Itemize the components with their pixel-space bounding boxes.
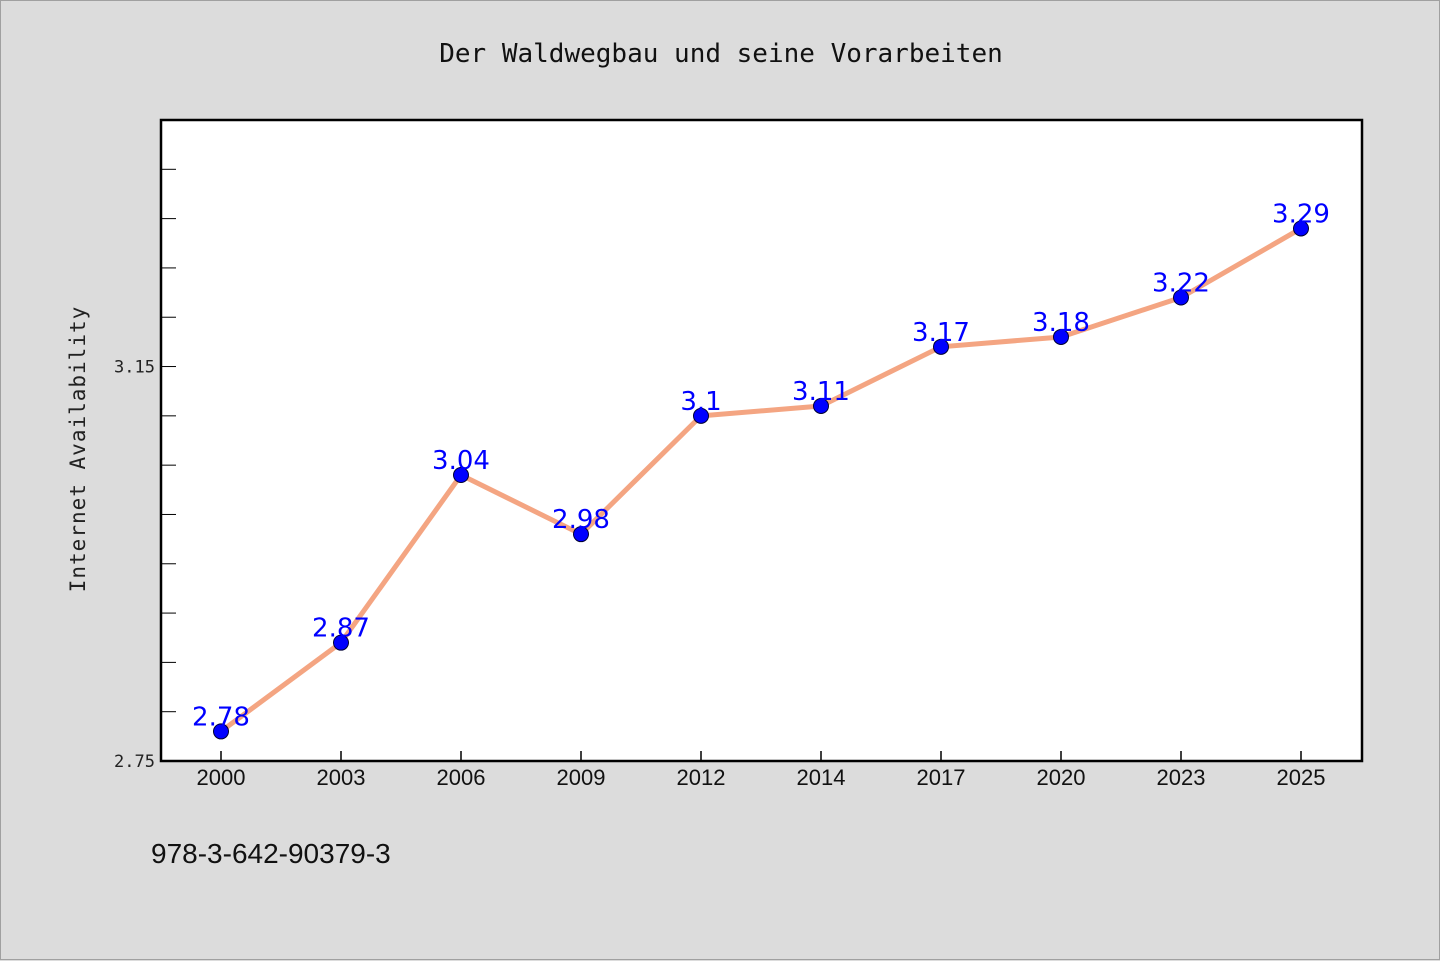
x-tick-label: 2012: [677, 765, 726, 790]
data-label: 3.11: [792, 377, 850, 407]
x-tick-label: 2023: [1157, 765, 1206, 790]
data-point: [933, 338, 949, 355]
series-group: 2.78 2.87 3.04 2.98 3.1 3.11 3.17 3.18 3.22 3.29: [192, 199, 1330, 740]
data-point: [693, 407, 709, 424]
x-axis-ticks: 2000 2003 2006 2009 2012 2014 2017 2020 2023 2025: [197, 751, 1326, 790]
x-tick-label: 2006: [437, 765, 486, 790]
data-point: [573, 526, 589, 543]
y-axis-ticks: 2.75 3.15: [114, 168, 176, 772]
data-label: 2.87: [312, 614, 370, 644]
plot-area: [159, 118, 1364, 763]
data-point: [453, 467, 469, 484]
data-point: [333, 634, 349, 651]
y-tick-label: 3.15: [114, 358, 155, 378]
isbn-text: 978-3-642-90379-3: [151, 838, 391, 869]
data-label: 3.18: [1032, 308, 1090, 338]
data-point: [1173, 289, 1189, 306]
data-point: [1293, 220, 1309, 237]
x-tick-label: 2017: [917, 765, 966, 790]
chart-title: Der Waldwegbau und seine Vorarbeiten: [439, 39, 1003, 69]
x-tick-label: 2020: [1037, 765, 1086, 790]
data-label: 3.29: [1272, 199, 1330, 229]
series-line: [218, 225, 1304, 734]
y-axis-label: Internet Availability: [66, 306, 90, 593]
y-tick-label: 2.75: [114, 752, 155, 772]
data-point: [213, 723, 229, 740]
data-label: 3.04: [432, 446, 490, 476]
x-tick-label: 2000: [197, 765, 246, 790]
data-point: [1053, 328, 1069, 345]
x-tick-label: 2009: [557, 765, 606, 790]
data-label: 3.22: [1152, 269, 1210, 299]
x-tick-label: 2003: [317, 765, 366, 790]
data-point: [813, 397, 829, 414]
x-tick-label: 2014: [797, 765, 846, 790]
data-label: 3.1: [680, 387, 721, 417]
x-tick-label: 2025: [1277, 765, 1326, 790]
data-label: 2.98: [552, 505, 610, 535]
data-label: 2.78: [192, 702, 250, 732]
data-label: 3.17: [912, 318, 970, 348]
